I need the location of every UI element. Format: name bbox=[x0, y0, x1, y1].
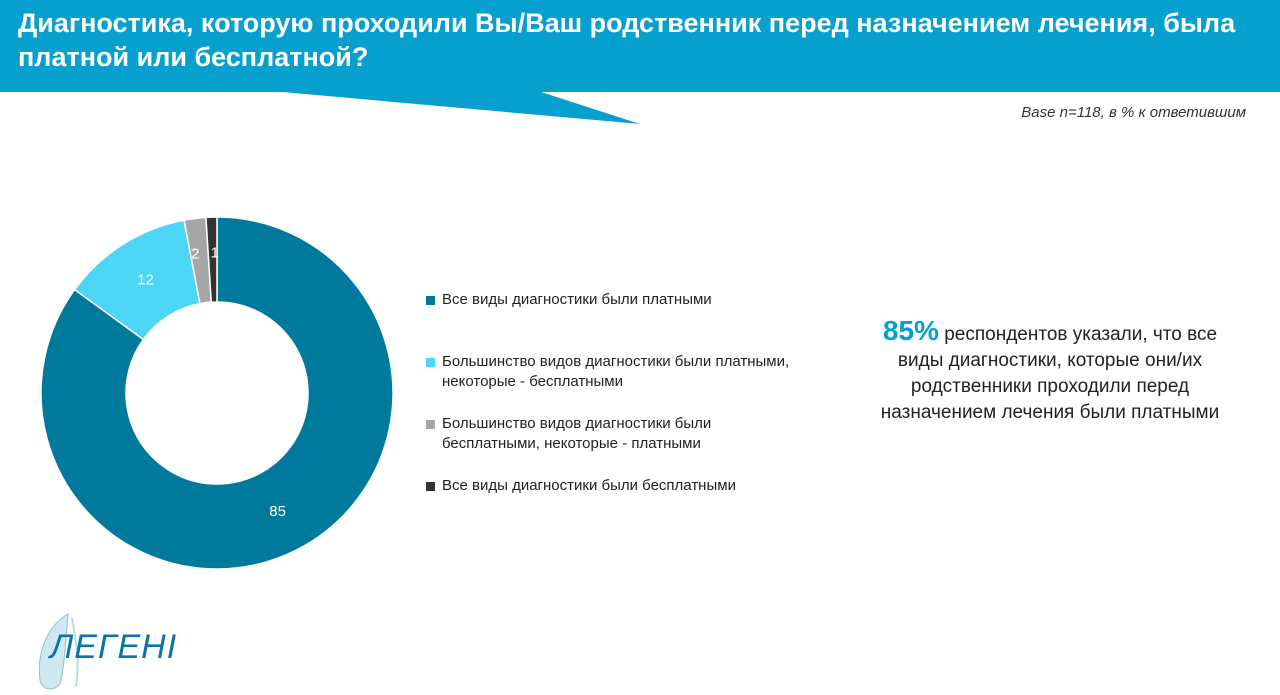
legend-label: Большинство видов диагностики были беспл… bbox=[442, 415, 712, 452]
base-note: Base n=118, в % к ответившим bbox=[1021, 104, 1246, 121]
legend-swatch-icon bbox=[426, 358, 435, 367]
legend-label: Большинство видов диагностики были платн… bbox=[442, 353, 790, 390]
data-label-mostly-free: 2 bbox=[191, 246, 199, 263]
slide-title: Диагностика, которую проходили Вы/Ваш ро… bbox=[18, 8, 1236, 72]
legend-swatch-icon bbox=[426, 420, 435, 429]
legend-label: Все виды диагностики были бесплатными bbox=[442, 477, 736, 494]
data-label-all-free: 1 bbox=[211, 245, 219, 262]
callout-percent: 85% bbox=[882, 315, 939, 346]
legend-item-mostly-paid: Большинство видов диагностики были платн… bbox=[424, 352, 804, 392]
data-label-mostly-paid: 12 bbox=[137, 271, 154, 288]
banner-speech-tail bbox=[260, 90, 640, 124]
callout-text: 85% респондентов указали, что все виды д… bbox=[870, 315, 1230, 426]
legend-item-all-paid: Все виды диагностики были платными bbox=[424, 290, 804, 310]
logo-lungs-icon bbox=[38, 613, 79, 690]
legend-item-mostly-free: Большинство видов диагностики были беспл… bbox=[424, 414, 804, 454]
logo-text: ЛЕГЕНІ bbox=[50, 628, 178, 666]
donut-slice-all-paid bbox=[40, 216, 394, 570]
header-banner bbox=[0, 0, 1280, 92]
legend-swatch-icon bbox=[426, 296, 435, 305]
legend-swatch-icon bbox=[426, 482, 435, 491]
donut-chart: 85 12 2 1 bbox=[40, 216, 394, 570]
callout-body: респондентов указали, что все виды диагн… bbox=[880, 324, 1220, 423]
data-label-all-paid: 85 bbox=[269, 503, 286, 520]
legend-label: Все виды диагностики были платными bbox=[442, 291, 712, 308]
donut-slice-all-free bbox=[205, 216, 218, 303]
legend-item-all-free: Все виды диагностики были бесплатными bbox=[424, 476, 804, 496]
